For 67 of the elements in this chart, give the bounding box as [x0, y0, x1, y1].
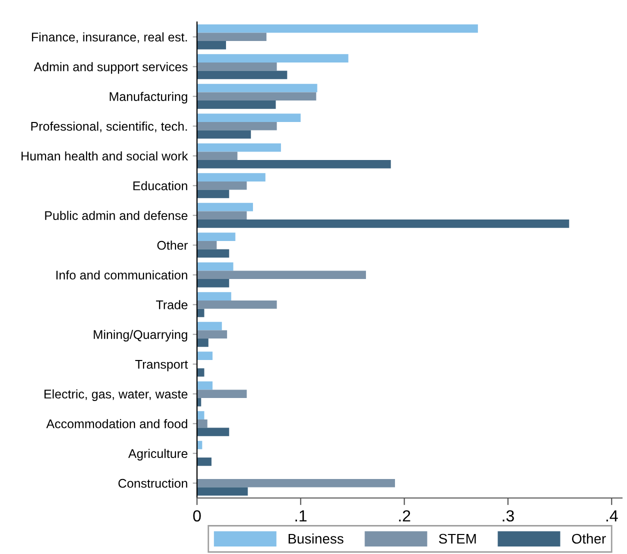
- bar: [197, 130, 251, 139]
- bar: [197, 270, 366, 280]
- y-tick-label: Admin and support services: [34, 62, 188, 74]
- x-tick-label: .2: [399, 510, 410, 522]
- y-tick-label: Construction: [118, 478, 188, 488]
- bar: [197, 232, 236, 241]
- bar: [197, 458, 212, 466]
- bar: [197, 54, 348, 62]
- x-tick-label: .1: [295, 510, 307, 522]
- x-tick-label: .3: [502, 510, 514, 522]
- bar: [197, 114, 301, 122]
- bar: [197, 330, 228, 339]
- bar: [197, 181, 247, 190]
- bar: [197, 240, 217, 250]
- y-tick-label: Trade: [156, 300, 188, 310]
- bar: [197, 381, 213, 390]
- bar: [197, 352, 213, 360]
- bar: [197, 220, 570, 228]
- bar: [197, 428, 230, 436]
- y-tick-label: Other: [157, 240, 188, 250]
- bar: [197, 411, 204, 420]
- y-tick-label: Manufacturing: [110, 92, 188, 104]
- bar: [197, 279, 230, 288]
- y-tick-label: Transport: [135, 360, 188, 372]
- y-tick-label: Human health and social work: [22, 151, 188, 161]
- y-tick-label: Info and communication: [56, 270, 188, 280]
- bar: [197, 249, 230, 258]
- y-tick-label: Electric, gas, water, waste: [44, 389, 188, 401]
- bar: [197, 308, 204, 318]
- bar: [197, 160, 391, 168]
- bar: [197, 368, 204, 377]
- bar: [197, 190, 230, 198]
- bar: [197, 419, 208, 428]
- bar: [197, 292, 232, 300]
- bar: [197, 143, 281, 152]
- bar: [197, 24, 478, 33]
- bar: [197, 478, 395, 488]
- y-tick-label: Professional, scientific, tech.: [31, 122, 187, 132]
- y-tick-label: Public admin and defense: [45, 210, 188, 220]
- y-tick-label: Accommodation and food: [46, 419, 188, 428]
- bar: [197, 122, 277, 130]
- bar: [197, 173, 266, 182]
- bar: [197, 390, 247, 398]
- bar: [197, 487, 248, 496]
- bar: [197, 84, 318, 92]
- x-tick-label: 0: [193, 510, 201, 522]
- legend-label: STEM: [438, 534, 476, 544]
- bar: [197, 41, 226, 50]
- bar: [197, 202, 253, 212]
- bar: [197, 32, 266, 42]
- bar: [197, 211, 247, 220]
- bar: [197, 92, 316, 101]
- y-tick-label: Finance, insurance, real est.: [32, 32, 187, 44]
- bar: [197, 70, 288, 80]
- bar: [197, 100, 276, 109]
- bar: [197, 62, 277, 71]
- bar: [197, 322, 222, 330]
- bar: [197, 262, 234, 271]
- bar: [197, 338, 208, 347]
- y-tick-label: Mining/Quarrying: [94, 330, 188, 342]
- legend-label: Business: [288, 533, 344, 544]
- y-tick-label: Education: [133, 181, 188, 190]
- bar: [197, 300, 277, 309]
- legend-label: Other: [572, 533, 606, 544]
- bar: [197, 152, 238, 160]
- y-tick-label: Agriculture: [128, 448, 188, 460]
- x-tick-label: .4: [606, 510, 618, 522]
